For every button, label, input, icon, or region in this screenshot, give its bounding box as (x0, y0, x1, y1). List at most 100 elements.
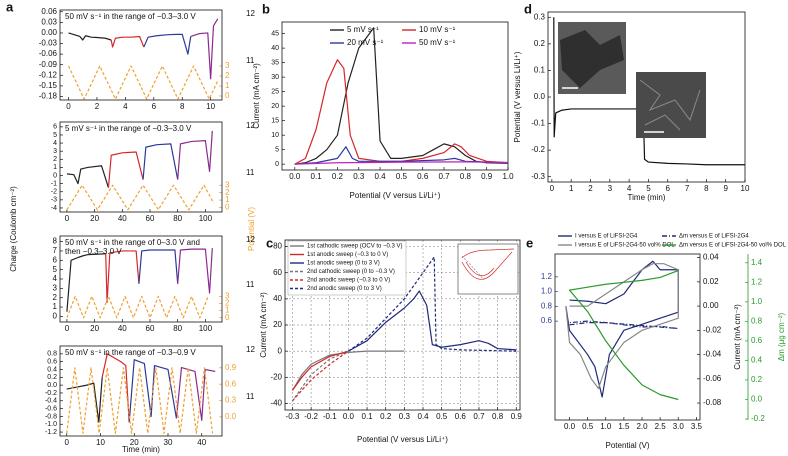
x-tick-label: 0.1 (362, 412, 374, 421)
side-label: 11 (246, 56, 255, 65)
legend-label: Δm versus E of LiFSI-2G4-50 vol% DOL (679, 243, 787, 249)
y-tick-label: 20 (271, 103, 279, 110)
y-tick-label: 5 (53, 265, 58, 274)
y-tick-label: -0.15 (39, 81, 58, 90)
y-tick-label: -4 (51, 205, 57, 212)
ylabel: Potential (V versus Li/Li⁺) (513, 51, 522, 142)
y2-tick-label: 0.0 (225, 412, 237, 421)
y-tick-label: -2 (51, 189, 57, 196)
x-tick-label: 0.7 (473, 412, 485, 421)
x-axis-label: Potential (V versus Li/Li⁺) (357, 435, 448, 444)
y-tick-label: 3 (53, 283, 58, 292)
y-tick-label: -40 (270, 399, 282, 408)
x-tick-label: 0.8 (460, 172, 472, 181)
x-tick-label: 10 (206, 102, 215, 111)
series-line (128, 359, 178, 423)
y3-tick-label: 1.4 (751, 258, 763, 267)
series-line (348, 256, 517, 352)
y-tick-label: 8 (53, 237, 58, 246)
series-line (66, 367, 214, 434)
x-tick-label: 3.0 (673, 422, 685, 431)
y-tick-label: 80 (273, 242, 282, 251)
y-tick-label: 0.06 (41, 7, 57, 16)
legend-label: 1st cathodic sweep (OCV to −0.3 V) (307, 244, 403, 250)
y-tick-label: 0 (278, 346, 283, 355)
legend-label: 1st anodic sweep (−0.3 to 0 V) (307, 252, 388, 258)
y-tick-label: 25 (271, 88, 279, 95)
series-line (348, 290, 517, 352)
y-tick-label: -1 (51, 180, 57, 187)
y2-tick-label: 3 (225, 292, 230, 301)
x-tick-label: 80 (173, 324, 182, 333)
y-tick-label: 0.03 (41, 17, 57, 26)
x-tick-label: 6 (666, 184, 671, 193)
x-tick-label: 3 (608, 184, 613, 193)
y2-tick-label: 2 (225, 71, 230, 80)
y-tick-label: 0.00 (41, 28, 57, 37)
x-tick-label: 0.4 (417, 412, 429, 421)
x-tick-label: 2 (588, 184, 593, 193)
x-tick-label: 8 (704, 184, 709, 193)
series-line (68, 32, 112, 41)
y-tick-label: 0 (53, 312, 58, 321)
y2-tick-label: 0.04 (703, 253, 719, 262)
x-tick-label: 0.6 (417, 172, 429, 181)
legend-label: 10 mV s⁻¹ (419, 25, 456, 34)
series-line (107, 151, 144, 188)
side-label: 12 (246, 345, 255, 354)
y-tick-label: -0.03 (39, 39, 58, 48)
x-tick-label: 10 (741, 184, 750, 193)
y3-tick-label: 0.4 (751, 356, 763, 365)
series-line (292, 350, 349, 402)
x-tick-label: 7 (685, 184, 690, 193)
series-line (143, 33, 192, 55)
x-tick-label: -0.2 (304, 412, 318, 421)
y-tick-label: 60 (273, 268, 282, 277)
y-tick-label: 0.2 (534, 39, 546, 48)
y-tick-label: -1.0 (45, 421, 57, 428)
plot-frame (547, 11, 746, 183)
plot-frame (59, 121, 223, 213)
y-tick-label: -3 (51, 197, 57, 204)
y-tick-label: 1.0 (541, 287, 553, 296)
y-tick-label: 1.2 (541, 272, 553, 281)
y3-tick-label: 0.0 (751, 395, 763, 404)
side-label: 11 (246, 392, 255, 401)
y-tick-label: -0.4 (45, 398, 57, 405)
inset-frame (457, 243, 519, 295)
y3label: Δm (μg cm⁻²) (777, 312, 786, 361)
y-tick-label: 5 (53, 132, 57, 139)
series-line (294, 146, 508, 165)
x-tick-label: 0 (66, 102, 71, 111)
x-tick-label: 0.5 (436, 412, 448, 421)
x-tick-label: 0.5 (582, 422, 594, 431)
x-tick-label: 0.8 (492, 412, 504, 421)
y-tick-label: -0.18 (39, 92, 58, 101)
series-line (101, 353, 130, 423)
ylabel: Current (mA cm⁻²) (252, 63, 261, 129)
y3-tick-label: 0.2 (751, 375, 763, 384)
y2-tick-label: 0.3 (225, 396, 237, 405)
plot-frame (59, 235, 223, 323)
side-label: 11 (246, 280, 255, 289)
series-line (138, 249, 179, 284)
insets (457, 22, 706, 295)
y-tick-label: -0.09 (39, 60, 58, 69)
series-line (190, 18, 219, 80)
x-tick-label: 0.9 (481, 172, 493, 181)
y2-tick-label: 0.6 (225, 379, 237, 388)
x-tick-label: 10 (96, 438, 105, 447)
y-tick-label: -0.2 (45, 390, 57, 397)
y-tick-label: -0.3 (531, 172, 545, 181)
x-tick-label: 40 (118, 324, 127, 333)
y-tick-label: -0.8 (45, 413, 57, 420)
plot-frame (59, 345, 223, 437)
series-line (177, 248, 213, 294)
y-tick-label: 7 (53, 246, 58, 255)
x-tick-label: 0.4 (375, 172, 387, 181)
y-tick-label: 0.6 (47, 358, 57, 365)
y-tick-label: -0.6 (45, 405, 57, 412)
legend-label: 1st anodic sweep (0 to 3 V) (307, 261, 380, 267)
x-tick-label: 8 (180, 102, 185, 111)
y-tick-label: 0.8 (541, 301, 553, 310)
